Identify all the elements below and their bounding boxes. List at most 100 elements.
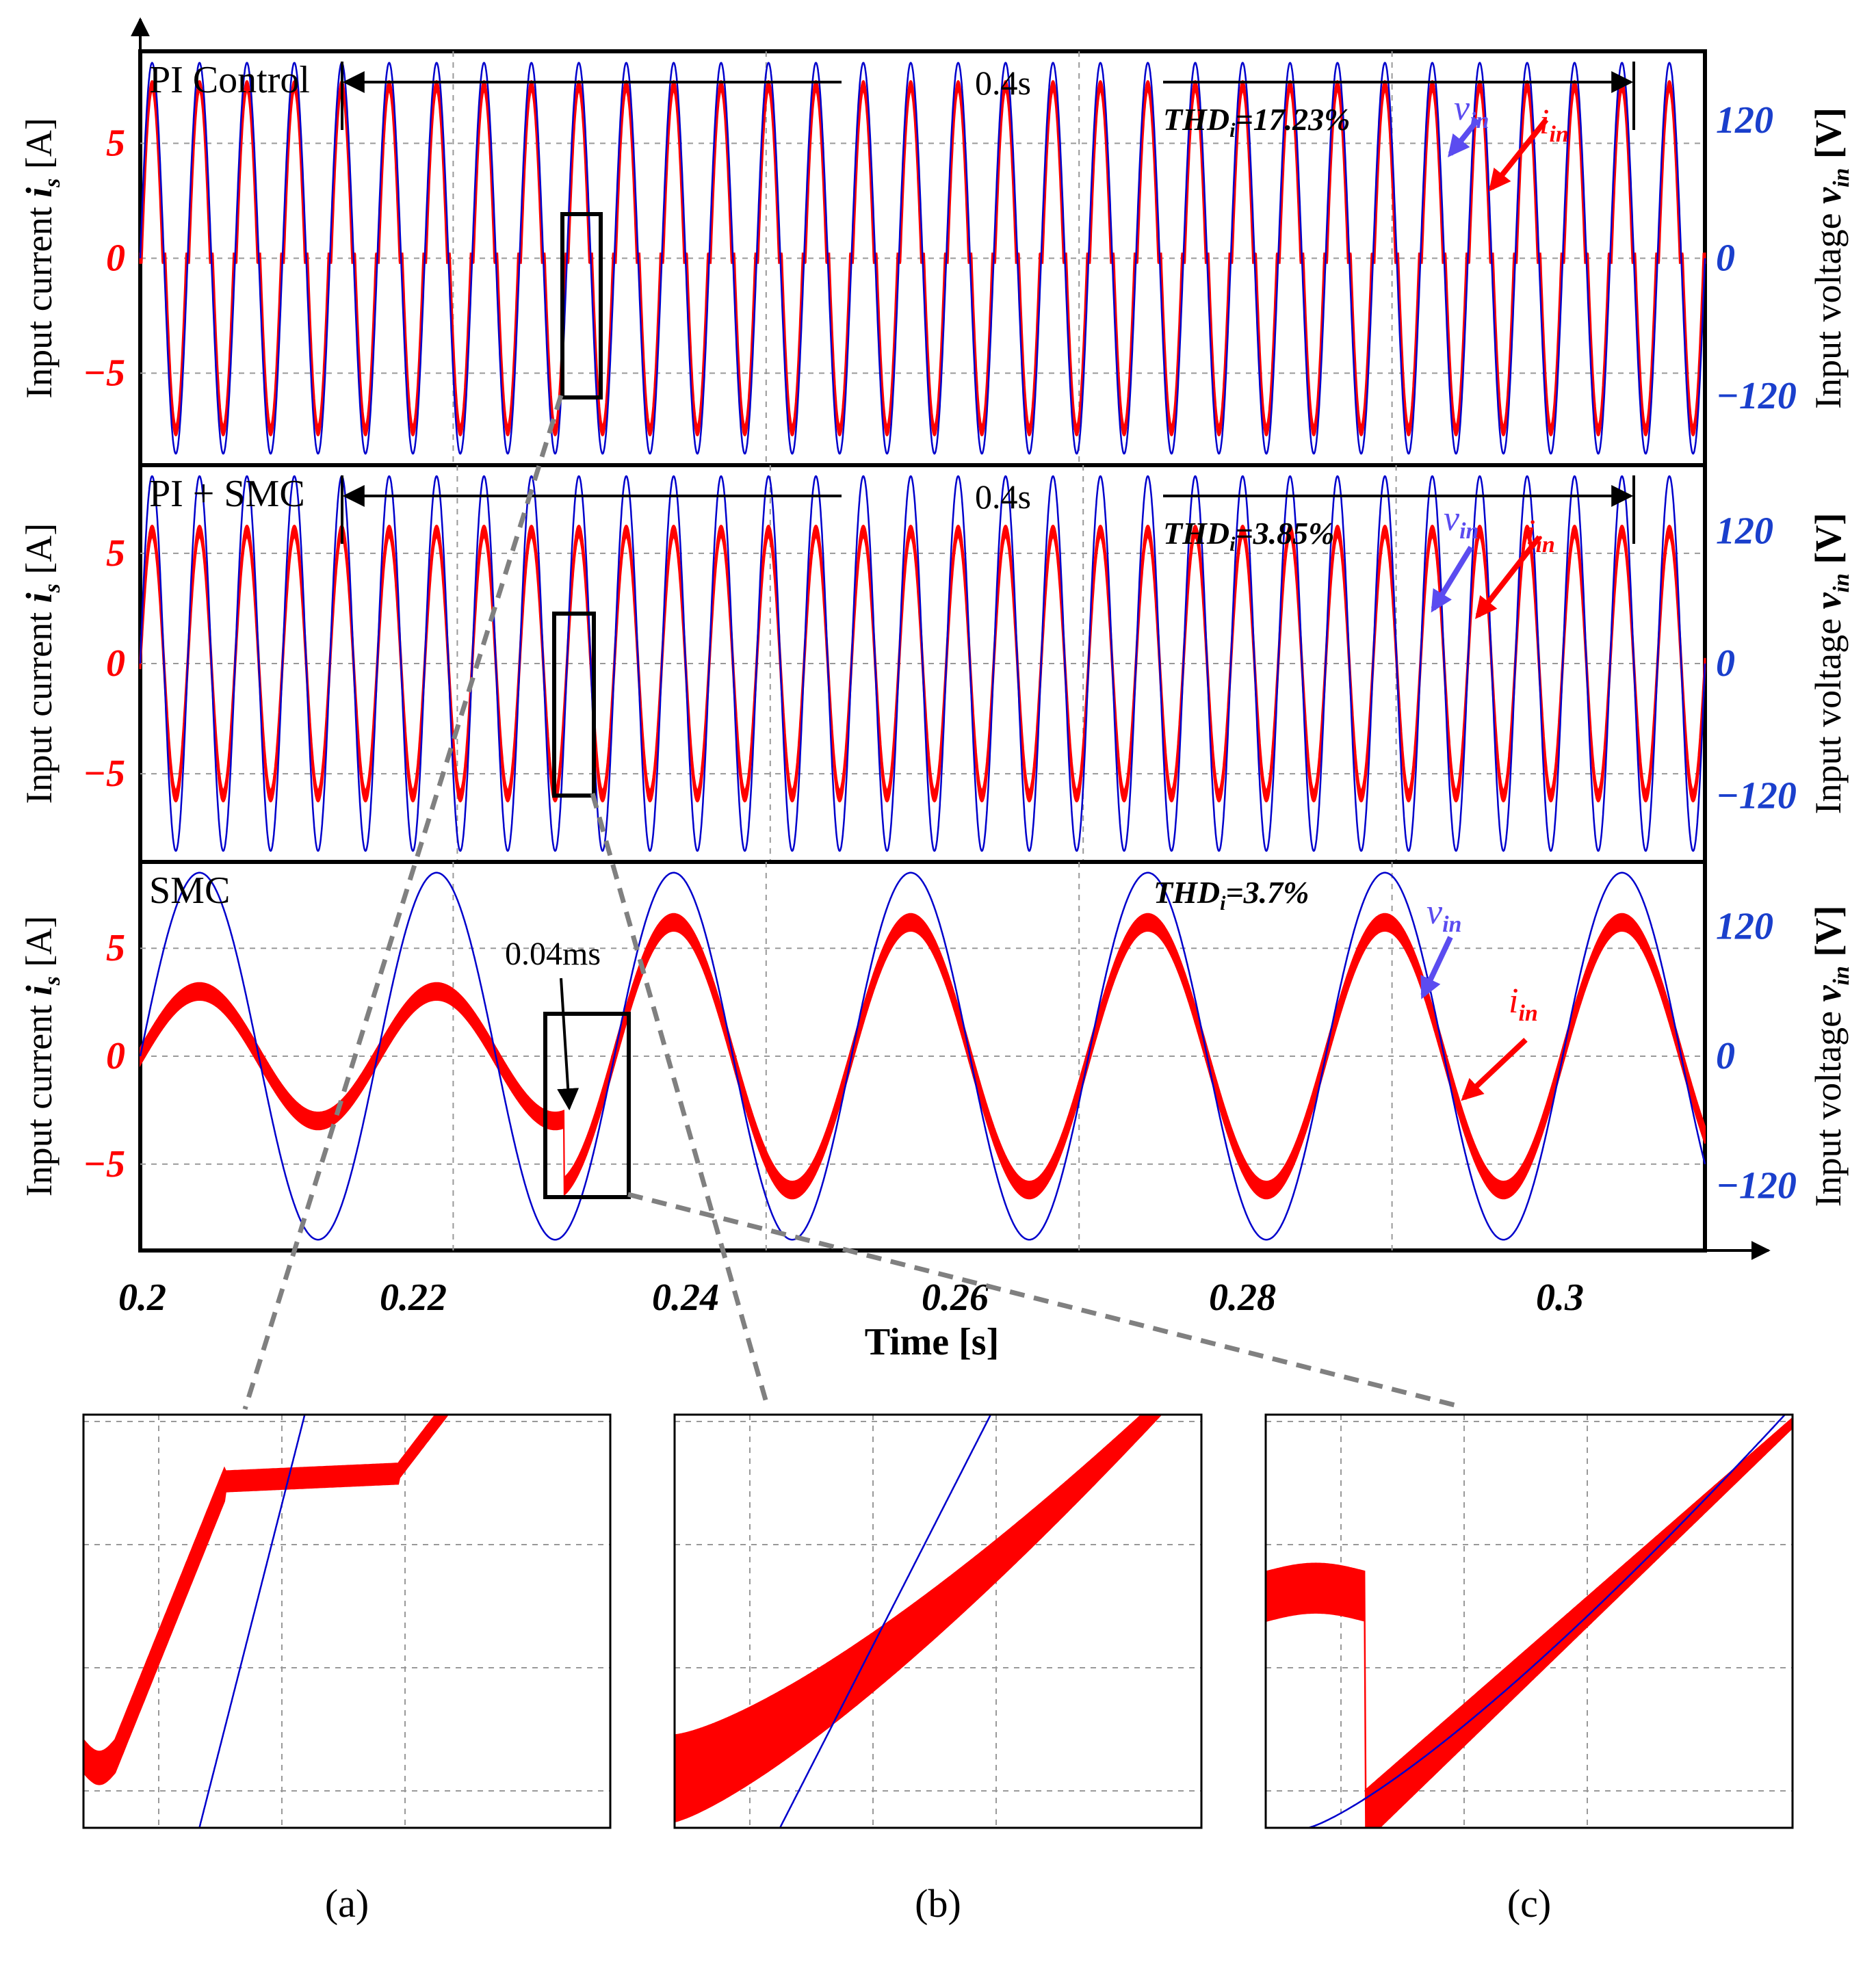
iin-arrow xyxy=(1461,1038,1528,1101)
series-i-in xyxy=(140,913,1706,1200)
left-tick-label: 5 xyxy=(106,927,125,969)
right-axis-label: Input voltage vin [V] xyxy=(1808,107,1854,409)
inset-content xyxy=(83,1415,450,1828)
inset-content xyxy=(1266,1415,1793,1828)
right-tick-label: 0 xyxy=(1716,642,1735,685)
iin-label: iin xyxy=(1539,103,1569,147)
right-tick-label: −120 xyxy=(1716,1164,1797,1207)
left-axis-sym: i xyxy=(18,592,60,603)
inset-series-i-in xyxy=(675,1415,1162,1822)
series-v-in xyxy=(139,62,1706,455)
inset-grid xyxy=(1266,1415,1793,1828)
left-tick-label: −5 xyxy=(83,352,125,395)
left-axis-unit: [A] xyxy=(18,118,60,178)
x-tick-label: 0.2 xyxy=(118,1276,166,1319)
panel-pi: PI Control0.4sTHDi=17.23%viniin50−51200−… xyxy=(18,49,1854,467)
left-axis-sub: s xyxy=(40,976,65,986)
right-axis-main: Input voltage xyxy=(1808,609,1849,814)
left-axis-sub: s xyxy=(40,179,65,188)
zoom-box xyxy=(543,1012,631,1199)
right-axis-label: Input voltage vin [V] xyxy=(1808,906,1854,1207)
thd-sub: i xyxy=(1220,892,1226,915)
thd-label: THDi=3.7% xyxy=(1154,875,1309,915)
right-axis-main: Input voltage xyxy=(1808,1001,1849,1207)
inset-series-v-in xyxy=(198,1415,306,1828)
right-axis-sym: v xyxy=(1808,592,1849,609)
annotation-label: 0.04ms xyxy=(505,936,601,972)
right-tick-label: 0 xyxy=(1716,237,1735,280)
right-axis-main: Input voltage xyxy=(1808,204,1849,409)
left-tick-label: 0 xyxy=(106,642,125,685)
left-tick-label: 5 xyxy=(106,532,125,575)
x-tick-label: 0.22 xyxy=(380,1276,447,1319)
inset-frame xyxy=(673,1413,1203,1829)
vin-arrow xyxy=(1420,936,1453,999)
iin-sub: in xyxy=(1535,532,1554,558)
right-axis-sym: v xyxy=(1808,187,1849,204)
thd-value: =17.23% xyxy=(1235,102,1350,137)
duration-label: 0.4s xyxy=(975,477,1031,516)
iin-sub: in xyxy=(1518,1001,1537,1026)
left-tick-label: −5 xyxy=(83,1143,125,1185)
panel-title: SMC xyxy=(149,869,230,912)
iin-sub: in xyxy=(1549,122,1568,147)
left-axis-sub: s xyxy=(40,584,65,593)
left-axis-label: Input current is [A] xyxy=(18,916,65,1197)
left-axis-main: Input current xyxy=(18,995,60,1196)
inset-content xyxy=(675,1415,1162,1828)
left-tick-label: 0 xyxy=(106,237,125,280)
vin-sym: v xyxy=(1426,893,1443,932)
right-axis-unit: [V] xyxy=(1808,906,1849,966)
right-axis-sub: in xyxy=(1829,168,1854,187)
left-tick-label: 5 xyxy=(106,122,125,164)
left-axis-unit: [A] xyxy=(18,523,60,584)
inset-series-v-in xyxy=(1307,1415,1786,1828)
right-tick-label: 120 xyxy=(1716,99,1773,142)
inset-frame xyxy=(1264,1413,1794,1829)
thd-value: =3.7% xyxy=(1225,875,1309,910)
inset-label: (a) xyxy=(325,1881,369,1926)
left-axis-main: Input current xyxy=(18,603,60,804)
inset-series-i-in xyxy=(1266,1417,1793,1828)
panel-title: PI Control xyxy=(149,59,310,101)
thd-label: THDi=17.23% xyxy=(1163,102,1350,142)
right-tick-label: −120 xyxy=(1716,774,1797,817)
right-axis-sub: in xyxy=(1829,573,1854,592)
right-axis-sym: v xyxy=(1808,984,1849,1001)
vin-sym: v xyxy=(1454,89,1470,128)
inset-b: (b) xyxy=(673,1413,1203,1926)
left-axis-sym: i xyxy=(18,985,60,995)
iin-label: iin xyxy=(1526,513,1555,558)
thd-sub: i xyxy=(1229,119,1236,142)
zoom-box xyxy=(552,612,596,798)
left-axis-unit: [A] xyxy=(18,916,60,976)
right-tick-label: 0 xyxy=(1716,1035,1735,1077)
inset-series-v-in xyxy=(779,1415,992,1828)
panel-title: PI + SMC xyxy=(149,473,305,515)
zoom-connector-b xyxy=(590,793,769,1403)
thd-value: =3.85% xyxy=(1235,516,1334,551)
duration-label: 0.4s xyxy=(975,64,1031,102)
iin-arrow xyxy=(1489,118,1549,192)
vin-label: vin xyxy=(1454,89,1489,133)
thd-prefix: THD xyxy=(1163,516,1229,551)
inset-label: (b) xyxy=(915,1881,961,1926)
vin-label: vin xyxy=(1444,499,1478,544)
left-axis-label: Input current is [A] xyxy=(18,523,65,804)
left-tick-label: −5 xyxy=(83,752,125,795)
vin-label: vin xyxy=(1426,893,1461,937)
x-tick-label: 0.26 xyxy=(922,1276,989,1319)
inset-grid xyxy=(83,1415,610,1828)
x-tick-label: 0.3 xyxy=(1536,1276,1584,1319)
zoom-connector-c xyxy=(627,1192,1458,1408)
inset-a: (a) xyxy=(82,1413,612,1926)
right-tick-label: 120 xyxy=(1716,510,1773,553)
left-axis-sym: i xyxy=(18,187,60,198)
left-axis-main: Input current xyxy=(18,198,60,399)
right-tick-label: 120 xyxy=(1716,906,1773,948)
iin-arrow xyxy=(1475,535,1542,620)
thd-sub: i xyxy=(1229,533,1236,555)
zoom-connector-a xyxy=(242,394,564,1411)
x-tick-label: 0.28 xyxy=(1209,1276,1276,1319)
